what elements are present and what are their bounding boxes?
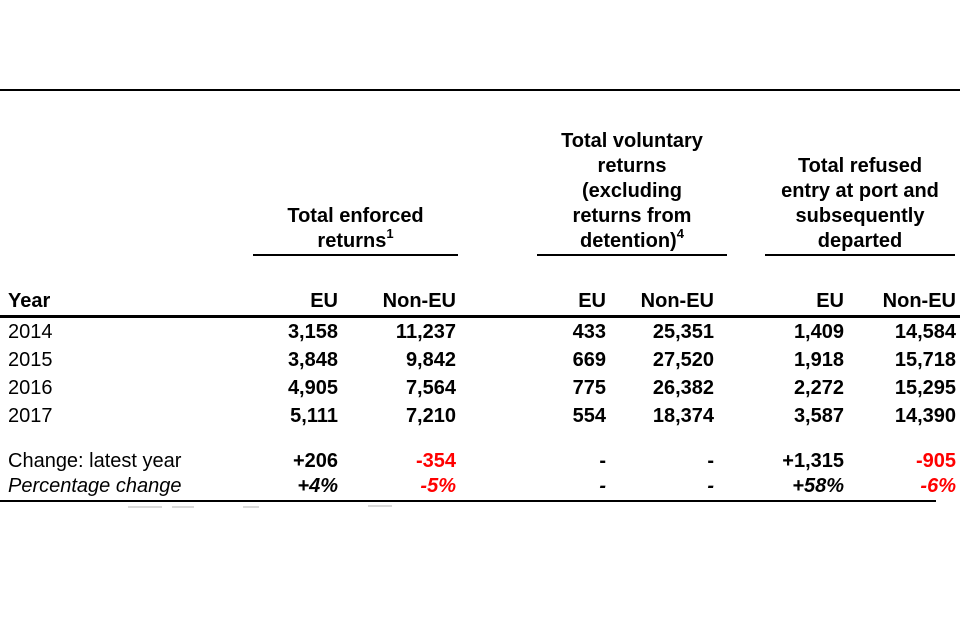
value-cell: 11,237 [395, 321, 456, 343]
value-cell-negative: -354 [415, 450, 456, 472]
group-header-line: Total enforced [287, 205, 424, 227]
noneu-column-header: Non-EU [640, 290, 714, 312]
value-cell: 2,272 [793, 377, 844, 399]
row-label-percentage-change: Percentage change [8, 475, 182, 497]
value-cell: 25,351 [652, 321, 714, 343]
value-cell: 18,374 [652, 405, 714, 427]
value-cell: 26,382 [652, 377, 714, 399]
clipped-text-remnant [172, 506, 194, 508]
value-cell: 775 [572, 377, 606, 399]
group-header-line: returns [597, 155, 667, 177]
value-cell: 14,584 [894, 321, 956, 343]
header-rule [0, 315, 960, 318]
value-cell: 669 [572, 349, 606, 371]
eu-column-header: EU [310, 290, 338, 312]
value-cell: 1,918 [793, 349, 844, 371]
footnote-superscript: 4 [676, 226, 684, 242]
clipped-text-remnant [368, 505, 392, 507]
bottom-rule [0, 500, 936, 502]
value-cell: 4,905 [287, 377, 338, 399]
value-cell: 14,390 [894, 405, 956, 427]
value-cell: - [599, 475, 606, 497]
value-cell: 9,842 [405, 349, 456, 371]
row-label-year: 2015 [8, 349, 53, 371]
eu-column-header: EU [578, 290, 606, 312]
value-cell: 15,718 [894, 349, 956, 371]
value-cell: 3,587 [793, 405, 844, 427]
value-cell: 1,409 [793, 321, 844, 343]
table-row: 2016 4,905 7,564 775 26,382 2,272 15,295 [0, 374, 956, 402]
value-cell: 433 [572, 321, 606, 343]
row-label-year: 2014 [8, 321, 53, 343]
value-cell: +58% [792, 475, 844, 497]
eu-column-header: EU [816, 290, 844, 312]
column-group-header-enforced-returns: Total enforced returns1 [253, 204, 458, 256]
value-cell: - [707, 475, 714, 497]
value-cell: 7,564 [405, 377, 456, 399]
table-row: 2017 5,111 7,210 554 18,374 3,587 14,390 [0, 402, 956, 430]
group-header-line: (excluding [581, 180, 682, 202]
column-group-header-refused-entry: Total refused entry at port and subseque… [765, 154, 955, 256]
percentage-change-row: Percentage change +4% -5% - - +58% -6% [0, 472, 956, 500]
table-row: 2014 3,158 11,237 433 25,351 1,409 14,58… [0, 318, 956, 346]
row-label-year: 2017 [8, 405, 53, 427]
group-header-line: detention)4 [580, 226, 684, 252]
top-rule [0, 89, 960, 91]
value-cell: 15,295 [894, 377, 956, 399]
group-header-line: departed [817, 230, 903, 252]
group-header-line: Total voluntary [561, 130, 703, 152]
group-header-line: entry at port and [781, 180, 939, 202]
noneu-column-header: Non-EU [882, 290, 956, 312]
row-label-change: Change: latest year [8, 450, 182, 472]
value-cell: 7,210 [405, 405, 456, 427]
clipped-text-remnant [128, 506, 162, 508]
value-cell: 5,111 [290, 405, 338, 427]
value-cell-negative: -905 [915, 450, 956, 472]
value-cell: - [707, 450, 714, 472]
value-cell: +206 [292, 450, 338, 472]
footnote-superscript: 1 [386, 226, 394, 242]
value-cell: 3,158 [287, 321, 338, 343]
value-cell-negative: -6% [920, 475, 956, 497]
value-cell: 27,520 [652, 349, 714, 371]
row-label-year: 2016 [8, 377, 53, 399]
table-row: 2015 3,848 9,842 669 27,520 1,918 15,718 [0, 346, 956, 374]
group-header-line: returns1 [317, 226, 394, 252]
group-header-line: returns from [572, 205, 692, 227]
group-header-line: subsequently [795, 205, 925, 227]
value-cell-negative: -5% [420, 475, 456, 497]
year-column-header: Year [8, 290, 51, 312]
value-cell: - [599, 450, 606, 472]
value-cell: 3,848 [287, 349, 338, 371]
column-group-header-voluntary-returns: Total voluntary returns (excluding retur… [537, 129, 727, 256]
change-latest-year-row: Change: latest year +206 -354 - - +1,315… [0, 447, 956, 475]
value-cell: +1,315 [782, 450, 844, 472]
value-cell: 554 [572, 405, 606, 427]
group-header-line: Total refused [797, 155, 923, 177]
year-header-row: Year EU Non-EU EU Non-EU EU Non-EU [0, 288, 956, 314]
noneu-column-header: Non-EU [382, 290, 456, 312]
clipped-text-remnant [243, 506, 259, 508]
value-cell: +4% [297, 475, 338, 497]
